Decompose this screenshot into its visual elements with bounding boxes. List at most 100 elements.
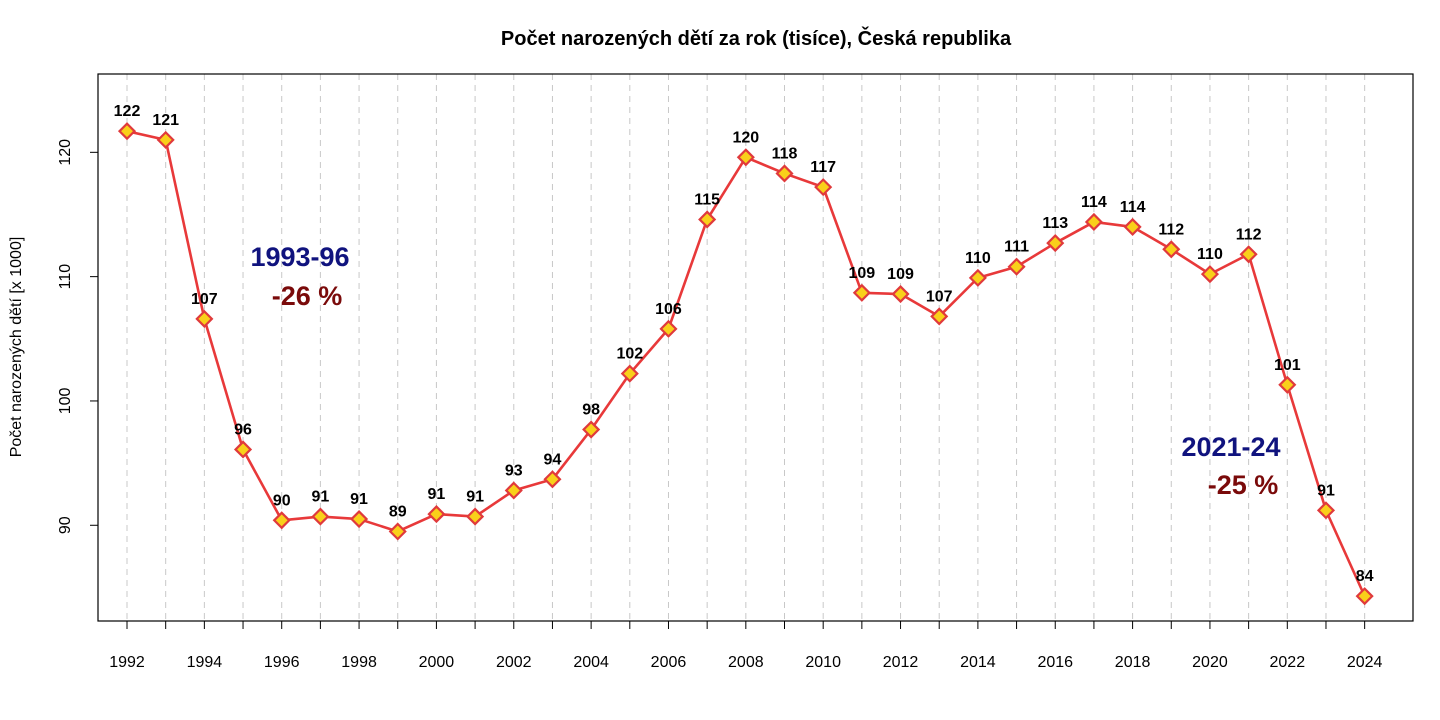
annotation-period-2021-24: 2021-24: [1181, 432, 1280, 462]
data-point: [1123, 217, 1142, 236]
data-label: 94: [544, 451, 562, 468]
y-tick-label: 120: [57, 139, 74, 166]
data-point: [1084, 212, 1103, 231]
data-label: 121: [152, 112, 179, 129]
x-tick-label: 2012: [883, 654, 919, 671]
data-point: [1200, 265, 1220, 284]
data-point: [891, 284, 910, 304]
x-tick-label: 2008: [728, 654, 764, 671]
data-label: 93: [505, 462, 523, 479]
x-tick-label: 2004: [573, 654, 609, 671]
data-label: 112: [1158, 221, 1184, 238]
x-tick-label: 1996: [264, 654, 300, 671]
x-tick-label: 2006: [651, 654, 687, 671]
x-tick-label: 1994: [187, 654, 223, 671]
data-point: [388, 522, 407, 541]
x-tick-label: 2014: [960, 654, 996, 671]
data-point: [930, 307, 949, 326]
data-point: [814, 178, 833, 197]
plot-frame: [97, 73, 1414, 622]
data-point: [1278, 375, 1297, 394]
data-label: 122: [114, 103, 141, 120]
x-tick-label: 2010: [805, 654, 841, 671]
data-point: [117, 122, 137, 141]
y-tick-label: 100: [57, 388, 74, 415]
data-point: [968, 268, 987, 287]
data-point: [311, 507, 330, 526]
series-births: [117, 122, 1374, 606]
data-label: 118: [772, 145, 798, 162]
data-label: 113: [1042, 215, 1068, 232]
data-label: 117: [810, 159, 836, 176]
data-label: 107: [926, 288, 953, 305]
x-tick-label: 2024: [1347, 654, 1383, 671]
x-tick-label: 1992: [109, 654, 145, 671]
data-label: 96: [234, 421, 252, 438]
data-point: [466, 507, 485, 526]
data-point: [233, 440, 253, 459]
data-label: 91: [428, 486, 446, 503]
y-tick-label: 90: [57, 516, 74, 534]
y-axis-title: Počet narozených dětí [x 1000]: [8, 237, 25, 458]
data-point: [195, 309, 214, 328]
data-label: 107: [191, 291, 218, 308]
data-point: [582, 420, 601, 439]
annotation-1993-96: 1993-96 -26 %: [250, 242, 349, 311]
x-tick-label: 2016: [1037, 654, 1073, 671]
data-label: 89: [389, 503, 407, 520]
x-tick-label: 2002: [496, 654, 532, 671]
data-point: [272, 511, 291, 530]
chart-title: Počet narozených dětí za rok (tisíce), Č…: [501, 26, 1012, 50]
data-point: [543, 470, 562, 489]
x-tick-label: 2020: [1192, 654, 1228, 671]
data-point: [427, 505, 446, 524]
data-point: [504, 481, 523, 500]
data-label: 110: [965, 250, 991, 267]
data-point: [620, 364, 639, 383]
data-point: [1316, 501, 1336, 520]
data-label: 101: [1274, 357, 1301, 374]
data-label: 106: [655, 301, 682, 318]
data-label: 90: [273, 492, 291, 509]
data-point: [1239, 245, 1258, 264]
data-label: 91: [1317, 482, 1335, 499]
data-point: [698, 210, 717, 229]
data-point: [1162, 240, 1181, 259]
annotation-change-2021-24: -25 %: [1208, 470, 1279, 500]
data-point: [1355, 587, 1374, 606]
x-tick-label: 2022: [1270, 654, 1306, 671]
data-point: [1007, 257, 1026, 276]
data-labels: 122 121 107 96 90 91 91 89 91 91 93 94 98 102 106 115 12…: [114, 103, 1374, 585]
annotation-2021-24: 2021-24 -25 %: [1181, 432, 1280, 500]
x-axis: 1992 1994 1996 1998 2000 2002 2004 2006 2008 2010…: [109, 621, 1383, 671]
data-label: 91: [466, 489, 484, 506]
data-label: 84: [1356, 568, 1374, 585]
data-point: [852, 283, 871, 302]
x-tick-label: 2018: [1115, 654, 1151, 671]
data-label: 115: [694, 191, 720, 208]
data-label: 114: [1120, 199, 1146, 216]
data-label: 112: [1236, 226, 1262, 243]
data-label: 114: [1081, 194, 1107, 211]
y-tick-label: 110: [57, 264, 74, 290]
data-label: 120: [732, 129, 759, 146]
x-tick-label: 1998: [341, 654, 377, 671]
data-label: 98: [582, 402, 600, 419]
x-tick-label: 2000: [419, 654, 455, 671]
data-label: 109: [849, 265, 876, 282]
data-label: 102: [616, 346, 643, 363]
data-point: [350, 510, 369, 529]
data-label: 91: [350, 491, 368, 508]
annotation-change-1993-96: -26 %: [272, 281, 343, 311]
data-label: 91: [311, 489, 329, 506]
y-axis: 90 100 110 120: [57, 139, 98, 534]
data-label: 109: [887, 266, 914, 283]
data-point: [775, 164, 794, 183]
data-point: [1046, 234, 1065, 253]
data-point: [736, 148, 755, 167]
data-point: [156, 130, 175, 149]
data-label: 111: [1004, 239, 1029, 256]
data-label: 110: [1197, 246, 1223, 263]
annotation-period-1993-96: 1993-96: [250, 242, 349, 272]
